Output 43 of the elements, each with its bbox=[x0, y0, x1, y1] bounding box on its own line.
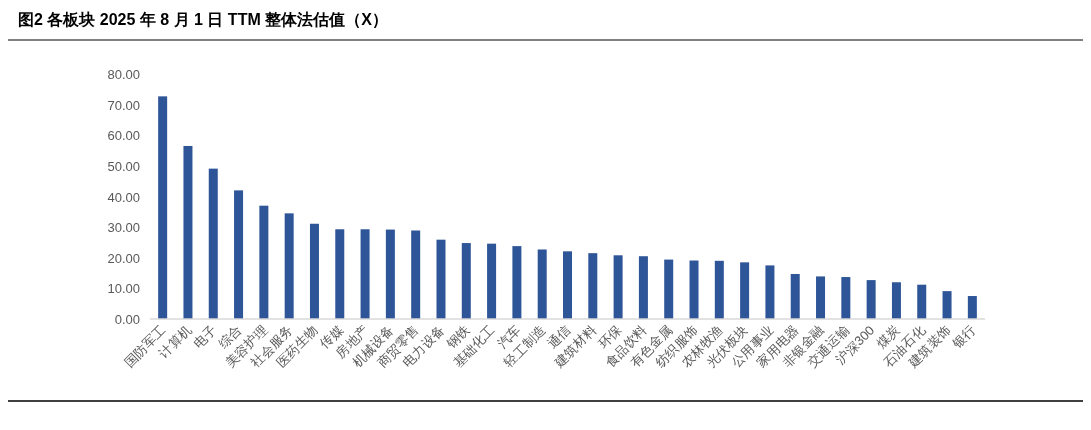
y-tick-label: 60.00 bbox=[107, 128, 140, 144]
bar bbox=[714, 260, 724, 319]
bar bbox=[917, 284, 927, 319]
bar bbox=[891, 282, 901, 319]
bar bbox=[487, 243, 497, 319]
y-tick-label: 10.00 bbox=[107, 281, 140, 297]
bar bbox=[411, 230, 421, 319]
bar bbox=[638, 256, 648, 319]
bar bbox=[512, 246, 522, 319]
bar bbox=[158, 96, 168, 319]
bar bbox=[563, 251, 572, 319]
bar bbox=[360, 229, 370, 319]
bar bbox=[740, 262, 750, 319]
y-tick-label: 40.00 bbox=[107, 189, 140, 205]
bar bbox=[208, 168, 218, 319]
y-tick-label: 30.00 bbox=[107, 220, 140, 236]
bar bbox=[461, 243, 471, 319]
bar bbox=[537, 249, 547, 319]
bar bbox=[284, 213, 294, 319]
bar bbox=[689, 260, 699, 319]
bar bbox=[335, 229, 345, 319]
bar bbox=[613, 255, 623, 319]
bar bbox=[234, 190, 244, 319]
y-tick-label: 70.00 bbox=[107, 97, 140, 113]
y-tick-label: 20.00 bbox=[107, 250, 140, 266]
bar bbox=[385, 229, 395, 319]
chart-title: 图2 各板块 2025 年 8 月 1 日 TTM 整体法估值（X） bbox=[18, 11, 388, 29]
bar bbox=[816, 276, 826, 319]
bar bbox=[942, 291, 952, 319]
y-tick-label: 0.00 bbox=[114, 312, 140, 327]
bar bbox=[436, 239, 446, 319]
bar bbox=[664, 259, 674, 319]
y-tick-label: 50.00 bbox=[107, 158, 140, 174]
y-tick-label: 80.00 bbox=[107, 67, 140, 82]
bar bbox=[967, 296, 977, 319]
bar bbox=[866, 280, 876, 319]
bar bbox=[765, 265, 775, 319]
bar bbox=[841, 277, 851, 319]
bar bbox=[183, 145, 193, 319]
bar bbox=[309, 223, 319, 319]
bar bbox=[588, 253, 598, 319]
bar bbox=[259, 205, 269, 319]
bar bbox=[790, 273, 800, 319]
